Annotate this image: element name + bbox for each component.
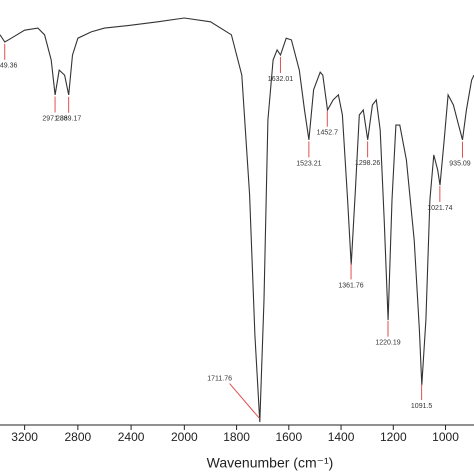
peak-label: 1632.01 xyxy=(268,76,293,83)
x-tick-label: 1800 xyxy=(223,430,250,444)
peak-label: 1220.19 xyxy=(375,340,400,347)
x-tick-label: 1400 xyxy=(328,430,355,444)
peak-label: 935.09 xyxy=(449,161,471,168)
peak-label: 2869.17 xyxy=(56,116,81,123)
x-tick-label: 3200 xyxy=(11,430,38,444)
x-tick-label: 2800 xyxy=(65,430,92,444)
peak-label: 1452.7 xyxy=(317,129,339,136)
peak-label: 1298.26 xyxy=(355,160,380,167)
peak-label: 1361.76 xyxy=(338,282,363,289)
peak-label: 1021.74 xyxy=(427,205,452,212)
peak-marker xyxy=(229,383,261,419)
x-tick-label: 1600 xyxy=(275,430,302,444)
x-tick-label: 1200 xyxy=(380,430,407,444)
x-tick-label: 1000 xyxy=(432,430,459,444)
x-tick-label: 2400 xyxy=(118,430,145,444)
peak-label: 1711.76 xyxy=(207,375,232,382)
spectrum-line xyxy=(0,17,474,423)
peak-label: 3349.36 xyxy=(0,63,17,70)
peak-label: 1523.21 xyxy=(296,160,321,167)
peak-label: 1091.5 xyxy=(411,403,433,410)
x-tick-label: 2000 xyxy=(171,430,198,444)
x-axis-label: Wavenumber (cm⁻¹) xyxy=(207,455,334,471)
peak-label: 2971.33 xyxy=(42,115,67,122)
